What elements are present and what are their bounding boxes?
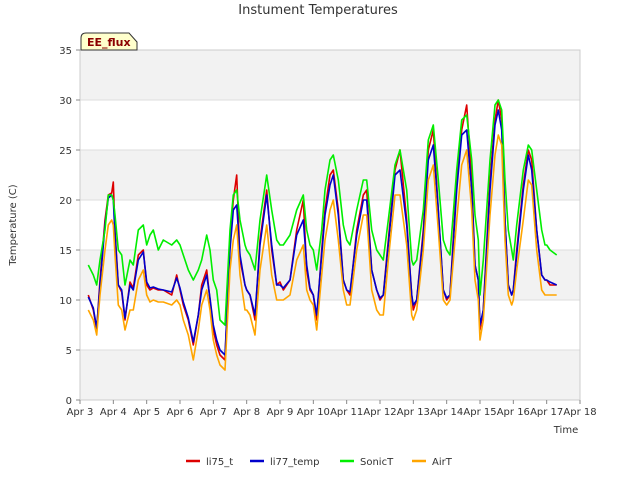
legend-label-li77_temp: li77_temp xyxy=(270,457,319,468)
x-tick-label: Apr 3 xyxy=(67,407,94,418)
y-axis-ticks: 0 5 10 15 20 25 30 35 xyxy=(59,46,80,407)
x-tick-label: Apr 10 xyxy=(297,407,330,418)
legend-label-li75_t: li75_t xyxy=(206,457,233,468)
y-tick-label: 25 xyxy=(59,146,72,157)
x-tick-label: Apr 7 xyxy=(200,407,227,418)
plot-frame xyxy=(79,49,581,401)
x-tick-label: Apr 5 xyxy=(133,407,160,418)
x-tick-label: Apr 16 xyxy=(497,407,530,418)
band xyxy=(80,300,580,350)
x-tick-label: Apr 8 xyxy=(233,407,260,418)
y-axis-label: Temperature (C) xyxy=(8,184,19,266)
x-tick-label: Apr 11 xyxy=(330,407,363,418)
x-tick-label: Apr 18 xyxy=(563,407,596,418)
x-axis-ticks: Apr 3 Apr 4 Apr 5 Apr 6 Apr 7 Apr 8 Apr 9 Apr 1… xyxy=(67,400,597,418)
y-tick-label: 10 xyxy=(59,296,72,307)
x-tick-label: Apr 9 xyxy=(267,407,294,418)
y-tick-label: 35 xyxy=(59,46,72,57)
band xyxy=(80,250,580,300)
y-tick-label: 15 xyxy=(59,246,72,257)
x-tick-label: Apr 12 xyxy=(363,407,396,418)
series-line-li77_temp xyxy=(87,109,558,356)
x-axis-label: Time xyxy=(553,425,578,436)
y-tick-label: 5 xyxy=(66,346,72,357)
y-tick-label: 20 xyxy=(59,196,72,207)
series-line-SonicT xyxy=(87,99,558,326)
x-tick-label: Apr 13 xyxy=(397,407,430,418)
series-line-AirT xyxy=(87,134,557,371)
x-tick-label: Apr 4 xyxy=(100,407,127,418)
band xyxy=(80,100,580,150)
y-tick-label: 30 xyxy=(59,96,72,107)
x-tick-label: Apr 6 xyxy=(167,407,194,418)
legend-label-SonicT: SonicT xyxy=(360,457,394,468)
x-tick-label: Apr 14 xyxy=(430,407,463,418)
series-lines xyxy=(87,99,558,371)
ee-flux-badge: EE_flux xyxy=(80,32,138,51)
x-tick-label: Apr 17 xyxy=(530,407,563,418)
band xyxy=(80,350,580,400)
y-tick-label: 0 xyxy=(66,396,72,407)
chart-title: Instument Temperatures xyxy=(238,3,398,18)
badge-label: EE_flux xyxy=(87,36,131,49)
x-tick-label: Apr 15 xyxy=(463,407,496,418)
band xyxy=(80,50,580,100)
legend: li75_t li77_temp SonicT AirT xyxy=(186,457,453,468)
legend-label-AirT: AirT xyxy=(432,457,453,468)
